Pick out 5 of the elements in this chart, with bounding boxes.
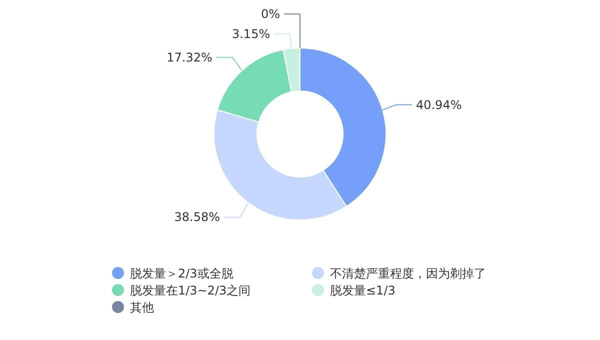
legend-label: 其他: [130, 300, 154, 314]
legend-label: 脱发量在1/3~2/3之间: [130, 284, 251, 298]
legend-label: 不清楚严重程度，因为剃掉了: [330, 266, 486, 280]
legend-label: 脱发量＞2/3或全脱: [130, 266, 234, 280]
legend-label: 脱发量≤1/3: [330, 284, 396, 298]
